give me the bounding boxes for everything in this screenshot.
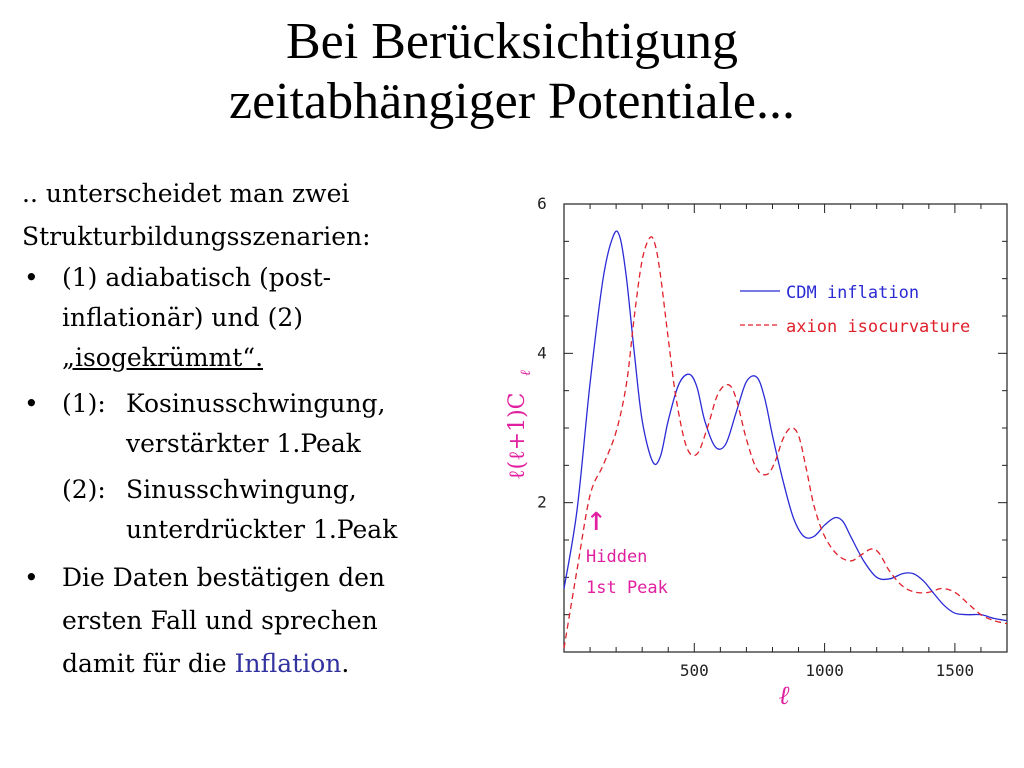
bullet-dot: •: [24, 563, 39, 592]
y-axis-label-group: ℓ(ℓ+1)C ℓ: [505, 370, 534, 480]
bullet-dot: •: [24, 263, 39, 292]
conclusion-line-3: damit für die: [62, 649, 235, 678]
bullet-scenarios: • (1) adiabatisch (post- inflationär) un…: [22, 258, 512, 378]
inflation-link[interactable]: Inflation: [234, 649, 342, 678]
x-tick-label: 1500: [936, 661, 975, 680]
conclusion-period: .: [341, 649, 350, 678]
legend-cdm-label: CDM inflation: [786, 283, 919, 303]
case-2-line-2: unterdrückter 1.Peak: [126, 515, 398, 544]
y-tick-label: 2: [537, 493, 547, 512]
hidden-peak-line-1: Hidden: [586, 547, 647, 567]
bullet-sine: (2): Sinusschwingung, unterdrückter 1.Pea…: [22, 470, 512, 550]
x-axis-label: ℓ: [779, 681, 790, 711]
slide-title: Bei Berücksichtigung zeitabhängiger Pote…: [0, 12, 1024, 132]
axis-ticks: 500 1000 1500 2 4 6: [537, 194, 1007, 680]
bullet-dot: •: [24, 389, 39, 418]
title-line-1: Bei Berücksichtigung: [285, 13, 739, 70]
title-line-2: zeitabhängiger Potentiale...: [228, 73, 795, 130]
series-line-cdm-inflation: [563, 230, 1008, 622]
bullet-scenarios-line-1: (1) adiabatisch (post-: [62, 263, 332, 292]
case-1-label: (1):: [62, 389, 106, 418]
y-tick-label: 4: [537, 343, 547, 362]
x-tick-label: 1000: [805, 661, 844, 680]
conclusion-line-1: Die Daten bestätigen den: [62, 563, 385, 592]
legend-axion-label: axion isocurvature: [786, 317, 970, 337]
power-spectrum-chart: 500 1000 1500 2 4 6 CDM inflation axion isocu…: [500, 180, 1020, 720]
series-group: [563, 230, 1008, 649]
case-2-label: (2):: [62, 475, 106, 504]
hidden-peak-arrow: ↑: [586, 499, 606, 539]
conclusion-line-2: ersten Fall und sprechen: [62, 606, 378, 635]
case-2-line-1: Sinusschwingung,: [126, 475, 357, 504]
intro-line-2: Strukturbildungsszenarien:: [22, 222, 371, 251]
chart-svg: 500 1000 1500 2 4 6 CDM inflation axion isocu…: [505, 194, 1008, 711]
y-tick-label: 6: [537, 194, 547, 213]
y-axis-label: ℓ(ℓ+1)C: [505, 392, 530, 480]
bullet-scenarios-line-3: „isogekrümmt“.: [62, 343, 264, 372]
x-tick-label: 500: [680, 661, 709, 680]
bullet-scenarios-line-2: inflationär) und (2): [62, 303, 303, 332]
case-1-line-2: verstärkter 1.Peak: [126, 429, 361, 458]
y-axis-label-subscript: ℓ: [518, 370, 534, 376]
case-1-line-1: Kosinusschwingung,: [126, 389, 386, 418]
slide-body: .. unterscheidet man zwei Strukturbildun…: [22, 172, 512, 685]
intro-line-1: .. unterscheidet man zwei: [22, 179, 350, 208]
hidden-peak-line-2: 1st Peak: [586, 578, 668, 598]
bullet-conclusion: • Die Daten bestätigen den ersten Fall u…: [22, 556, 512, 685]
bullet-cosine: • (1): Kosinusschwingung, verstärkter 1.P…: [22, 384, 512, 464]
